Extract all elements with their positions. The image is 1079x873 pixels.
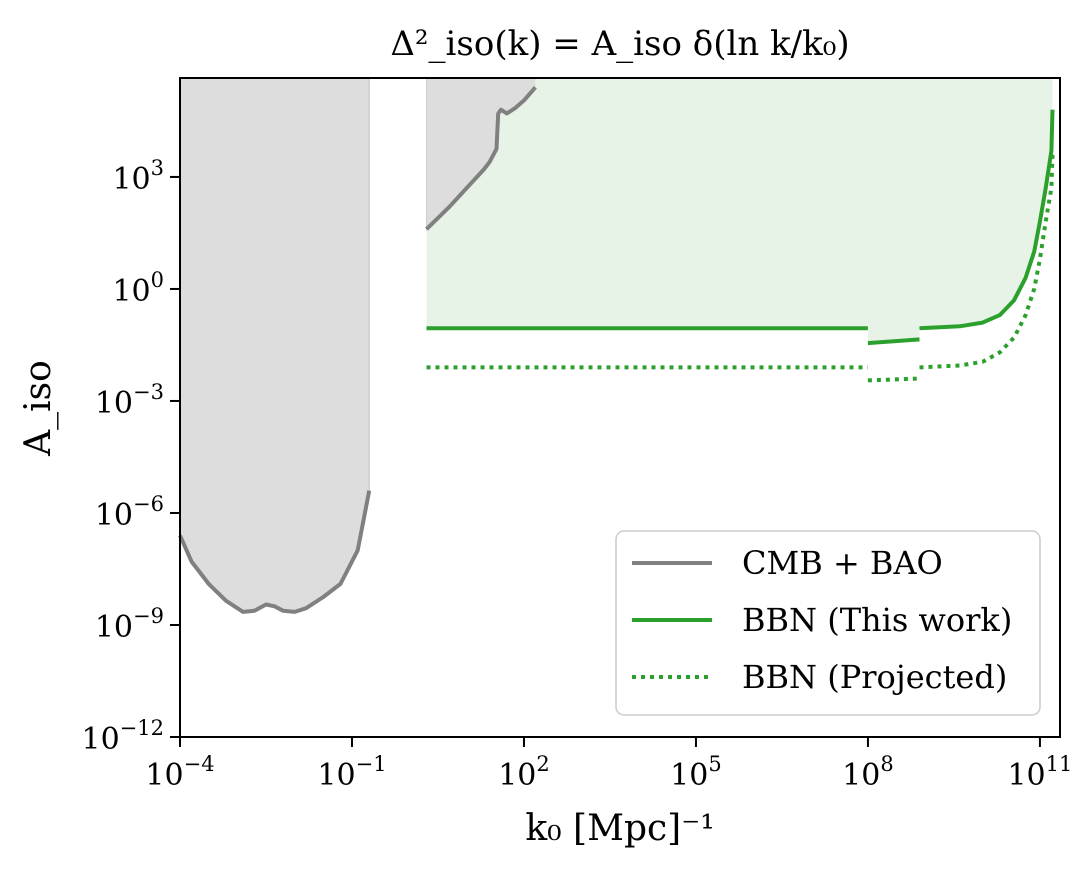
y-tick-label-1: 100: [112, 268, 164, 309]
x-tick-label-4: 108: [842, 752, 894, 793]
series-1-segment-1: [867, 337, 920, 346]
plot-frame: [179, 77, 1061, 738]
series-0-segment-0: [178, 490, 372, 614]
legend-label-cmb-bao: CMB + BAO: [742, 544, 943, 582]
series-lines: [178, 85, 1055, 614]
chart-title: Δ²_iso(k) = A_iso δ(ln k/k₀): [390, 24, 849, 64]
x-tick-label-2: 102: [498, 752, 550, 793]
bbn-excluded-region: [426, 78, 1053, 344]
cmb-bao-excluded-region-overlay: [426, 78, 536, 230]
legend-box: [615, 530, 1041, 716]
legend-label-bbn-this-work: BBN (This work): [742, 601, 1012, 639]
shaded-regions: [179, 77, 1053, 613]
y-tick-label-0: 103: [112, 156, 164, 197]
y-tick-label-2: 10−3: [95, 380, 164, 421]
x-axis-ticks: 10−4 10−1 102 105 108 1011: [145, 737, 1072, 793]
legend: CMB + BAO BBN (This work) BBN (Projected…: [615, 530, 1041, 716]
y-tick-label-5: 10−12: [81, 716, 164, 757]
cmb-bao-excluded-region-0: [179, 77, 370, 613]
x-axis-label: k₀ [Mpc]⁻¹: [525, 808, 714, 849]
series-2-segment-2: [919, 154, 1055, 370]
y-tick-label-3: 10−6: [95, 492, 164, 533]
x-tick-label-3: 105: [670, 752, 722, 793]
series-1-segment-2: [919, 109, 1055, 331]
x-tick-label-5: 1011: [1007, 752, 1072, 793]
y-axis-label: A_iso: [18, 360, 59, 457]
y-tick-label-4: 10−9: [95, 604, 164, 645]
series-2-segment-1: [867, 376, 917, 383]
x-tick-label-1: 10−1: [317, 752, 386, 793]
series-0-segment-1: [425, 85, 537, 231]
y-axis-ticks: 103 100 10−3 10−6 10−9 10−12: [81, 156, 180, 757]
x-tick-label-0: 10−4: [145, 752, 214, 793]
legend-label-bbn-projected: BBN (Projected): [742, 658, 1007, 696]
